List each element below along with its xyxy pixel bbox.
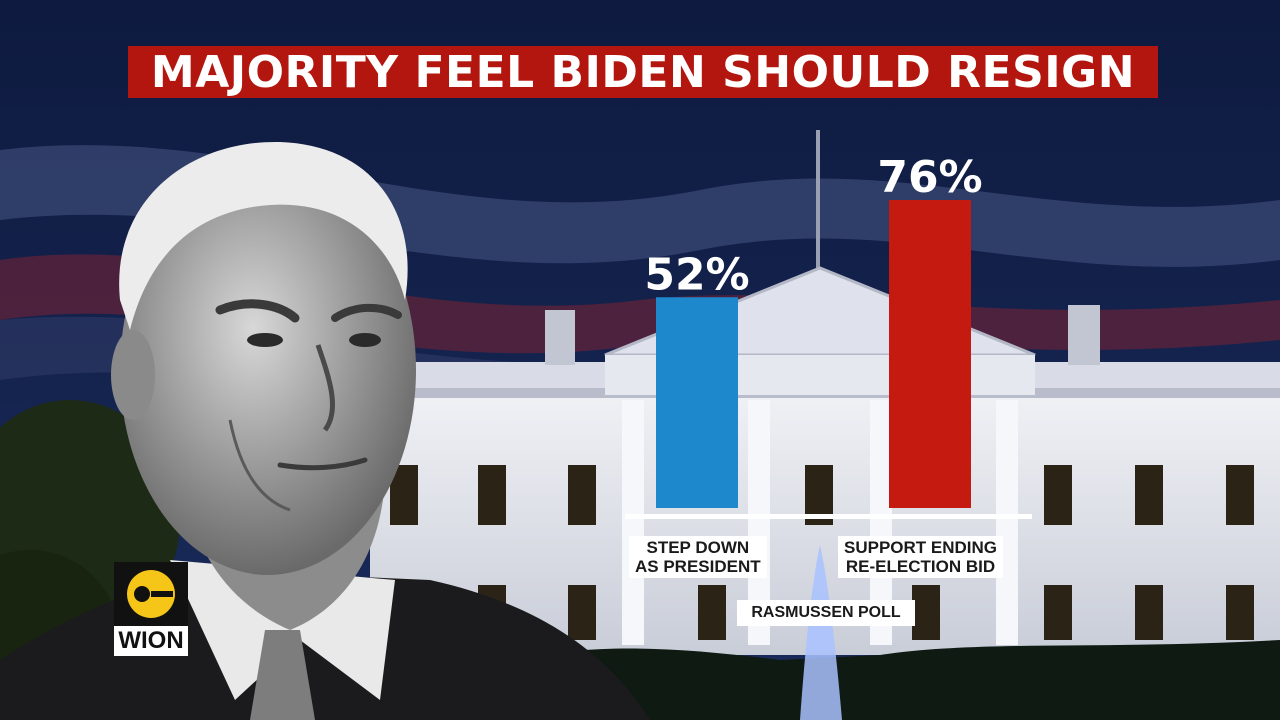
source-label: RASMUSSEN POLL bbox=[737, 600, 915, 626]
value-label-step-down: 52% bbox=[644, 249, 749, 300]
chart-baseline bbox=[625, 514, 1032, 519]
logo-text: WION bbox=[114, 626, 188, 656]
wion-logo: WION bbox=[114, 562, 188, 656]
category-label-step-down: STEP DOWN AS PRESIDENT bbox=[629, 536, 767, 578]
wion-logo-icon bbox=[114, 562, 188, 626]
category-label-ending-bid: SUPPORT ENDING RE-ELECTION BID bbox=[838, 536, 1004, 578]
bar-chart: 52% 76% bbox=[625, 152, 1032, 519]
value-label-ending-bid: 76% bbox=[877, 152, 982, 203]
bar-step-down bbox=[656, 297, 738, 508]
headline-banner: MAJORITY FEEL BIDEN SHOULD RESIGN bbox=[128, 46, 1158, 98]
chart-title: MAJORITY FEEL BIDEN SHOULD RESIGN bbox=[150, 46, 1136, 98]
bar-ending-bid bbox=[889, 200, 971, 508]
